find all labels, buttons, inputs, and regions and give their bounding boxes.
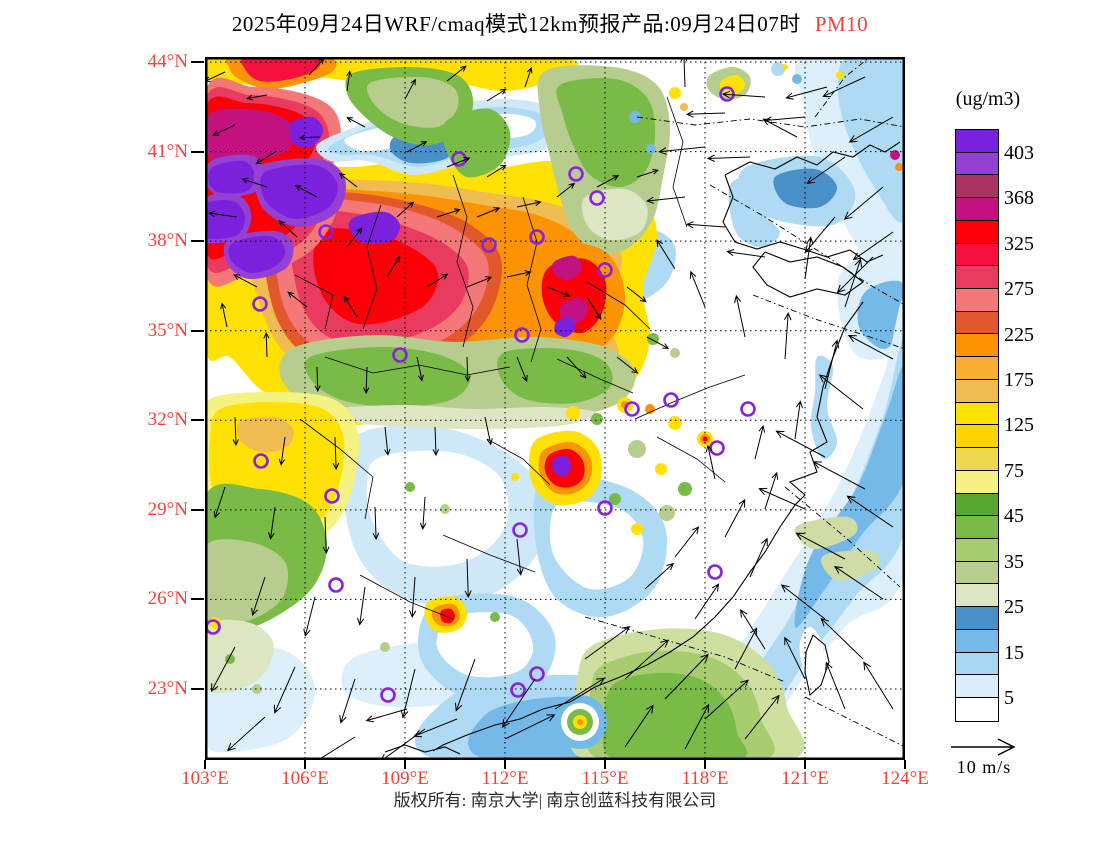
colorbar-unit: (ug/m3) <box>955 88 1021 110</box>
wind-vectors <box>204 53 894 767</box>
lat-tick-mark <box>191 240 204 243</box>
lon-tick-mark <box>504 760 506 769</box>
colorbar-box <box>956 538 998 562</box>
colorbar-box <box>956 584 998 608</box>
lon-tick-label: 124°E <box>881 768 929 789</box>
colorbar-box <box>956 152 998 176</box>
lat-tick-mark <box>191 508 204 511</box>
colorbar-box <box>956 470 998 494</box>
colorbar-tick-label: 125 <box>1004 414 1034 437</box>
graticule-grid <box>205 57 905 760</box>
figure-title: 2025年09月24日WRF/cmaq模式12km预报产品:09月24日07时 P… <box>150 8 950 38</box>
colorbar-box <box>956 607 998 630</box>
lon-tick-label: 115°E <box>581 768 629 789</box>
lat-tick-mark <box>191 598 204 601</box>
lon-tick-mark <box>704 760 706 769</box>
lon-tick-label: 109°E <box>381 768 429 789</box>
city-markers <box>205 86 756 703</box>
wind-reference-label: 10 m/s <box>956 757 1012 777</box>
lat-tick-mark <box>191 150 204 153</box>
colorbar-box <box>956 198 998 221</box>
lon-tick-label: 118°E <box>681 768 729 789</box>
colorbar-box <box>956 629 998 653</box>
lon-tick-label: 106°E <box>281 768 329 789</box>
colorbar-box <box>956 652 998 676</box>
lat-tick-label: 35°N <box>147 319 188 341</box>
lat-tick-mark <box>191 61 204 63</box>
colorbar-box <box>956 266 998 290</box>
colorbar-box <box>956 561 998 585</box>
colorbar-tick-label: 275 <box>1004 278 1034 301</box>
lon-tick-mark <box>604 760 606 769</box>
colorbar-box <box>956 493 998 517</box>
colorbar-box <box>956 243 998 267</box>
forecast-map <box>178 35 915 769</box>
lon-tick-mark <box>404 760 406 769</box>
lon-tick-mark <box>204 760 206 769</box>
colorbar-box <box>956 675 998 698</box>
lon-tick-label: 121°E <box>781 768 829 789</box>
colorbar-box <box>956 697 998 721</box>
wind-reference-arrow-icon <box>951 738 1016 756</box>
colorbar-box <box>956 130 998 153</box>
lon-tick-label: 103°E <box>181 768 229 789</box>
lat-tick-label: 29°N <box>147 498 188 520</box>
colorbar-box <box>956 311 998 335</box>
colorbar-box <box>956 448 998 471</box>
colorbar-tick-label: 325 <box>1004 232 1034 255</box>
lon-tick-mark <box>304 760 306 769</box>
lat-tick-label: 41°N <box>147 140 188 162</box>
colorbar-box <box>956 425 998 449</box>
colorbar-tick-label: 5 <box>1004 687 1014 710</box>
lat-tick-mark <box>191 419 204 422</box>
colorbar-tick-label: 225 <box>1004 323 1034 346</box>
lat-tick-label: 23°N <box>147 677 188 699</box>
colorbar-tick-label: 368 <box>1004 187 1034 210</box>
title-main: 2025年09月24日WRF/cmaq模式12km预报产品:09月24日07时 <box>231 12 801 36</box>
colorbar-box <box>956 357 998 380</box>
lat-tick-label: 44°N <box>147 51 188 72</box>
colorbar-box <box>956 402 998 426</box>
colorbar-tick-label: 45 <box>1004 505 1024 528</box>
lat-tick-label: 26°N <box>147 588 188 610</box>
map-area <box>178 35 915 769</box>
lat-tick-label: 32°N <box>147 409 188 431</box>
colorbar-box <box>956 516 998 539</box>
colorbar-box <box>956 289 998 312</box>
colorbar-tick-label: 15 <box>1004 641 1024 664</box>
colorbar-box <box>956 220 998 244</box>
lon-tick-label: 112°E <box>481 768 529 789</box>
colorbar-tick-label: 403 <box>1004 141 1034 164</box>
title-species: PM10 <box>814 12 869 36</box>
lon-tick-mark <box>804 760 806 769</box>
colorbar <box>955 129 999 722</box>
lat-tick-mark <box>191 329 204 332</box>
lat-tick-mark <box>191 687 204 690</box>
colorbar-tick-label: 25 <box>1004 596 1024 619</box>
lat-tick-label: 38°N <box>147 230 188 252</box>
colorbar-tick-label: 35 <box>1004 550 1024 573</box>
map-frame <box>205 57 905 760</box>
lon-tick-mark <box>904 760 906 769</box>
colorbar-box <box>956 175 998 199</box>
colorbar-tick-label: 75 <box>1004 459 1024 482</box>
copyright-footer: 版权所有: 南京大学| 南京创蓝科技有限公司 <box>393 791 717 810</box>
colorbar-tick-label: 175 <box>1004 369 1034 392</box>
colorbar-box <box>956 379 998 403</box>
pm10-field <box>178 35 915 769</box>
colorbar-box <box>956 334 998 358</box>
